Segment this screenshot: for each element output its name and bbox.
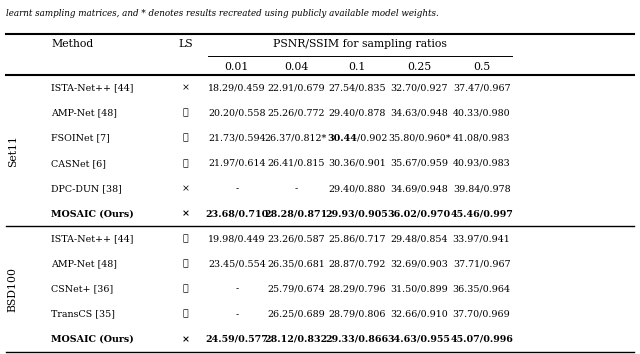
Text: 31.50/0.899: 31.50/0.899 <box>390 285 448 293</box>
Text: 0.01: 0.01 <box>225 62 249 72</box>
Text: DPC-DUN [38]: DPC-DUN [38] <box>51 184 122 193</box>
Text: 27.54/0.835: 27.54/0.835 <box>328 84 386 92</box>
Text: 26.41/0.815: 26.41/0.815 <box>268 159 324 168</box>
Text: AMP-Net [48]: AMP-Net [48] <box>51 259 117 268</box>
Text: ✓: ✓ <box>183 259 188 268</box>
Text: MOSAIC (Ours): MOSAIC (Ours) <box>51 209 134 218</box>
Text: AMP-Net [48]: AMP-Net [48] <box>51 109 117 118</box>
Text: 0.25: 0.25 <box>407 62 431 72</box>
Text: CASNet [6]: CASNet [6] <box>51 159 106 168</box>
Text: 26.25/0.689: 26.25/0.689 <box>267 310 325 319</box>
Text: ×: × <box>182 84 189 92</box>
Text: 45.46/0.997: 45.46/0.997 <box>450 209 513 218</box>
Text: ✓: ✓ <box>183 285 188 293</box>
Text: -: - <box>235 310 239 319</box>
Text: 36.02/0.970: 36.02/0.970 <box>388 209 451 218</box>
Text: 20.20/0.558: 20.20/0.558 <box>208 109 266 118</box>
Text: -: - <box>294 184 298 193</box>
Text: ✓: ✓ <box>183 310 188 319</box>
Text: 39.84/0.978: 39.84/0.978 <box>452 184 511 193</box>
Text: 21.73/0.594: 21.73/0.594 <box>208 134 266 143</box>
Text: ×: × <box>182 335 189 344</box>
Text: 18.29/0.459: 18.29/0.459 <box>208 84 266 92</box>
Text: /0.902: /0.902 <box>357 134 387 143</box>
Text: 34.63/0.955: 34.63/0.955 <box>388 335 451 344</box>
Text: 29.93/0.905: 29.93/0.905 <box>325 209 388 218</box>
Text: 36.35/0.964: 36.35/0.964 <box>452 285 511 293</box>
Text: 37.71/0.967: 37.71/0.967 <box>452 259 511 268</box>
Text: FSOINet [7]: FSOINet [7] <box>51 134 110 143</box>
Text: CSNet+ [36]: CSNet+ [36] <box>51 285 113 293</box>
Text: -: - <box>235 184 239 193</box>
Text: ×: × <box>182 209 189 218</box>
Text: 25.26/0.772: 25.26/0.772 <box>268 109 324 118</box>
Text: ×: × <box>182 184 189 193</box>
Text: 34.69/0.948: 34.69/0.948 <box>390 184 448 193</box>
Text: PSNR/SSIM for sampling ratios: PSNR/SSIM for sampling ratios <box>273 39 447 50</box>
Text: 23.68/0.710: 23.68/0.710 <box>205 209 268 218</box>
Text: 25.79/0.674: 25.79/0.674 <box>267 285 325 293</box>
Text: ISTA-Net++ [44]: ISTA-Net++ [44] <box>51 84 134 92</box>
Text: 23.45/0.554: 23.45/0.554 <box>208 259 266 268</box>
Text: 29.40/0.878: 29.40/0.878 <box>328 109 385 118</box>
Text: 21.97/0.614: 21.97/0.614 <box>208 159 266 168</box>
Text: 40.33/0.980: 40.33/0.980 <box>452 109 511 118</box>
Text: Method: Method <box>51 39 93 50</box>
Text: ISTA-Net++ [44]: ISTA-Net++ [44] <box>51 234 134 243</box>
Text: 35.80/0.960*: 35.80/0.960* <box>388 134 451 143</box>
Text: 28.79/0.806: 28.79/0.806 <box>328 310 385 319</box>
Text: 25.86/0.717: 25.86/0.717 <box>328 234 385 243</box>
Text: 26.35/0.681: 26.35/0.681 <box>267 259 325 268</box>
Text: 32.70/0.927: 32.70/0.927 <box>390 84 448 92</box>
Text: 34.63/0.948: 34.63/0.948 <box>390 109 448 118</box>
Text: 30.44: 30.44 <box>327 134 357 143</box>
Text: 23.26/0.587: 23.26/0.587 <box>267 234 325 243</box>
Text: 40.93/0.983: 40.93/0.983 <box>452 159 511 168</box>
Text: learnt sampling matrices, and * denotes results recreated using publicly availab: learnt sampling matrices, and * denotes … <box>6 9 439 18</box>
Text: Set11: Set11 <box>8 135 18 167</box>
Text: 30.36/0.901: 30.36/0.901 <box>328 159 386 168</box>
Text: 32.69/0.903: 32.69/0.903 <box>390 259 448 268</box>
Text: 41.08/0.983: 41.08/0.983 <box>453 134 510 143</box>
Text: 35.67/0.959: 35.67/0.959 <box>390 159 448 168</box>
Text: 28.28/0.871: 28.28/0.871 <box>264 209 328 218</box>
Text: ✓: ✓ <box>183 234 188 243</box>
Text: ✓: ✓ <box>183 159 188 168</box>
Text: 29.33/0.866: 29.33/0.866 <box>325 335 388 344</box>
Text: 37.70/0.969: 37.70/0.969 <box>452 310 511 319</box>
Text: 24.59/0.577: 24.59/0.577 <box>205 335 268 344</box>
Text: 26.37/0.812*: 26.37/0.812* <box>265 134 327 143</box>
Text: 19.98/0.449: 19.98/0.449 <box>208 234 266 243</box>
Text: 28.29/0.796: 28.29/0.796 <box>328 285 386 293</box>
Text: -: - <box>235 285 239 293</box>
Text: 37.47/0.967: 37.47/0.967 <box>452 84 511 92</box>
Text: 29.40/0.880: 29.40/0.880 <box>328 184 385 193</box>
Text: TransCS [35]: TransCS [35] <box>51 310 115 319</box>
Text: LS: LS <box>179 39 193 50</box>
Text: ✓: ✓ <box>183 109 188 118</box>
Text: BSD100: BSD100 <box>8 267 18 312</box>
Text: 0.1: 0.1 <box>348 62 365 72</box>
Text: 0.5: 0.5 <box>473 62 490 72</box>
Text: MOSAIC (Ours): MOSAIC (Ours) <box>51 335 134 344</box>
Text: ✓: ✓ <box>183 134 188 143</box>
Text: 33.97/0.941: 33.97/0.941 <box>452 234 511 243</box>
Text: 28.87/0.792: 28.87/0.792 <box>328 259 385 268</box>
Text: 29.48/0.854: 29.48/0.854 <box>390 234 448 243</box>
Text: 22.91/0.679: 22.91/0.679 <box>267 84 325 92</box>
Text: 0.04: 0.04 <box>284 62 308 72</box>
Text: 28.12/0.832: 28.12/0.832 <box>264 335 328 344</box>
Text: 45.07/0.996: 45.07/0.996 <box>450 335 513 344</box>
Text: 32.66/0.910: 32.66/0.910 <box>390 310 448 319</box>
